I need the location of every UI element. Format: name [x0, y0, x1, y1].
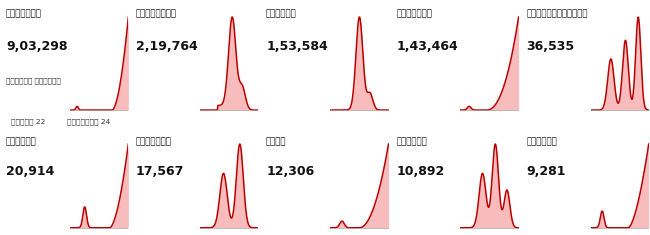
Text: చిలీ: చిలీ — [266, 137, 287, 146]
Text: 9,03,298: 9,03,298 — [6, 40, 68, 53]
Text: 2,19,764: 2,19,764 — [136, 40, 198, 53]
Text: 10,892: 10,892 — [396, 165, 445, 178]
Text: జర్మనీ: జర్మనీ — [266, 9, 297, 18]
Text: పోలండ౏: పోలండ౏ — [396, 137, 427, 146]
Text: 36,535: 36,535 — [526, 40, 575, 53]
Text: మొత్తం కేసులు: మొత్తం కేసులు — [6, 78, 60, 84]
Text: ఏప్రిల౏ 24: ఏప్రిల౏ 24 — [66, 118, 110, 125]
Text: 9,281: 9,281 — [526, 165, 566, 178]
Text: యూపైసా: యూపైసా — [526, 137, 557, 146]
Text: జనవరి 22: జనవరి 22 — [11, 118, 46, 125]
Text: స్పెయిన్: స్పెయిన్ — [136, 9, 177, 18]
Text: 1,53,584: 1,53,584 — [266, 40, 328, 53]
Text: నెదర్లాండ్స్: నెదర్లాండ్స్ — [526, 9, 588, 18]
Text: స్వీడన్: స్వీడన్ — [136, 137, 172, 146]
Text: అమెరికా: అమెరికా — [6, 9, 42, 18]
Text: 1,43,464: 1,43,464 — [396, 40, 458, 53]
Text: 20,914: 20,914 — [6, 165, 55, 178]
Text: బ్రిటన్: బ్రిటన్ — [396, 9, 432, 18]
Text: 17,567: 17,567 — [136, 165, 185, 178]
Text: పెరువా: పెరువా — [6, 137, 36, 146]
Text: 12,306: 12,306 — [266, 165, 315, 178]
